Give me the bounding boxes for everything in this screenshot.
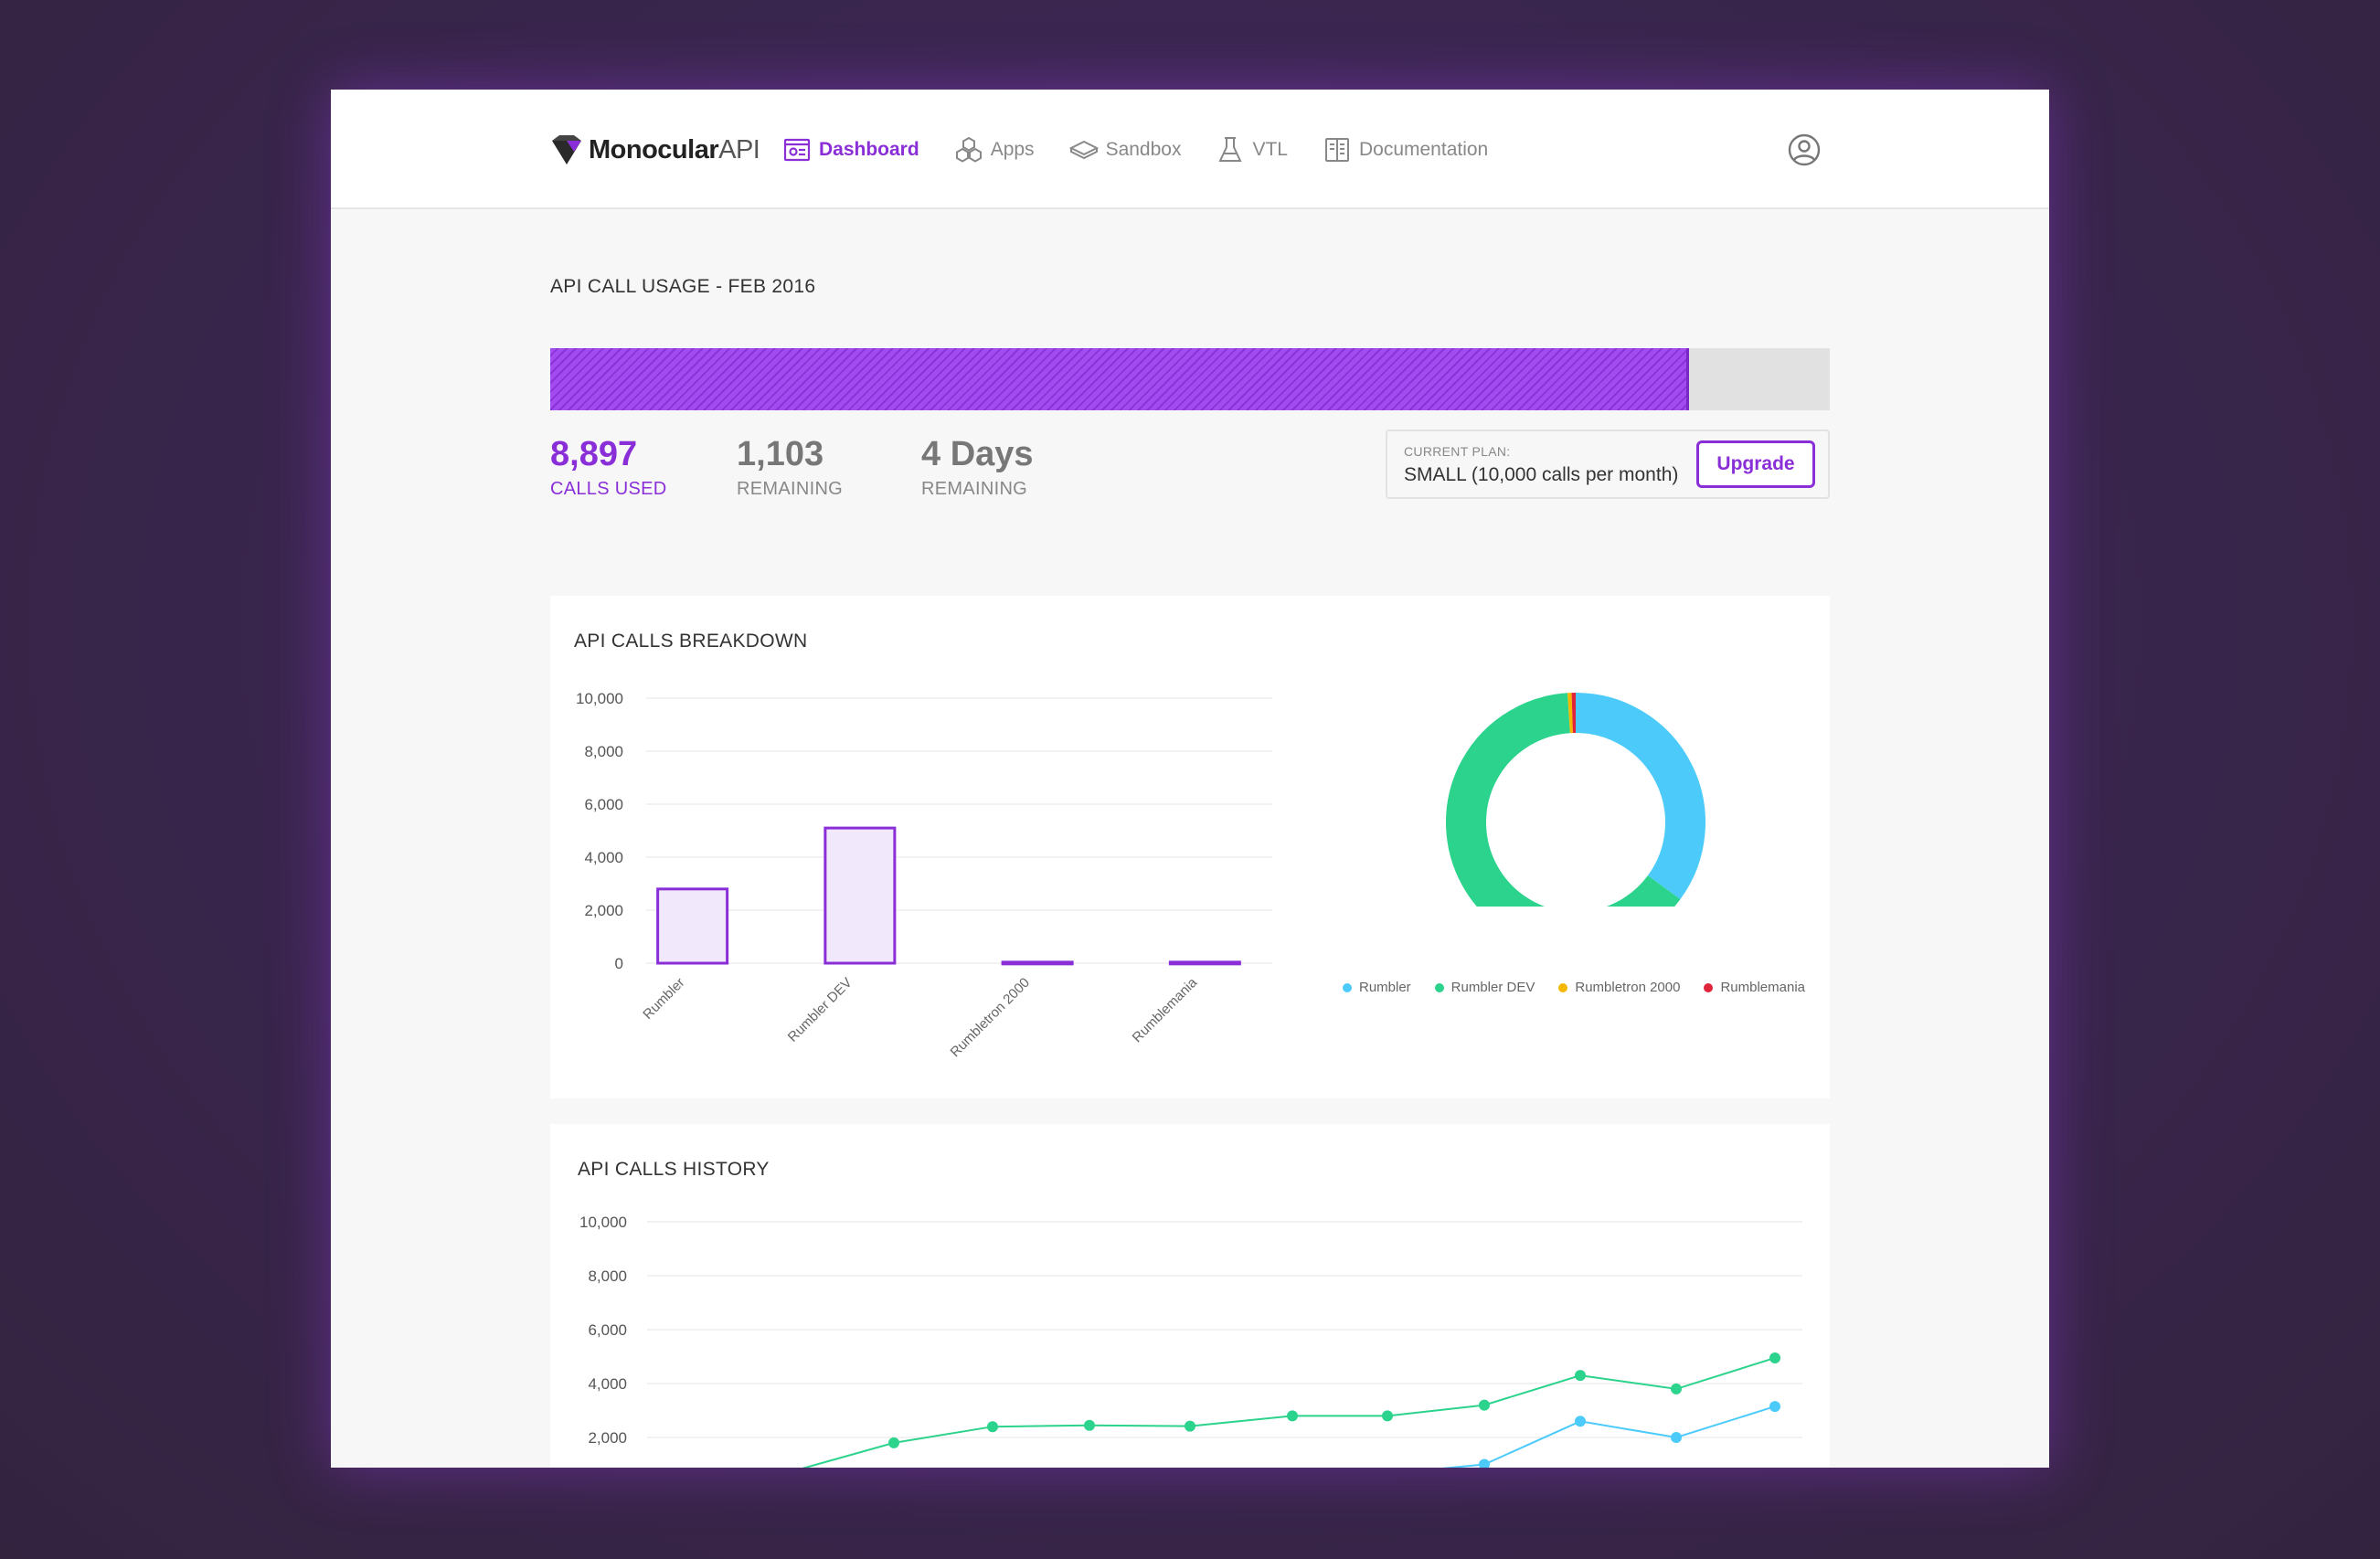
- nav-label-vtl: VTL: [1252, 139, 1288, 160]
- series-point-0: [1382, 1410, 1393, 1422]
- stat-remaining-days: 4 Days REMAINING: [921, 433, 1034, 500]
- api-calls-breakdown-card: API CALLS BREAKDOWN 0 2,000 4,000 6,000 8,00…: [550, 596, 1830, 1098]
- legend-dot: [1704, 982, 1714, 992]
- x-tick-label: Rumbletron 2000: [948, 975, 1033, 1060]
- series-point-0: [1287, 1410, 1298, 1422]
- series-point-0: [1479, 1399, 1490, 1411]
- legend-label: Rumbletron 2000: [1575, 980, 1681, 995]
- api-calls-history-card: API CALLS HISTORY 2,000 4,000 6,000 8,000 10…: [550, 1124, 1830, 1468]
- app-screen: MonocularAPI Dashboard: [331, 90, 2049, 1468]
- series-point-1: [1479, 1458, 1490, 1468]
- stat-calls-used: 8,897 CALLS USED: [550, 433, 667, 500]
- stat-calls-used-label: CALLS USED: [550, 479, 667, 499]
- breakdown-donut-chart: [1446, 693, 1705, 907]
- usage-title: API CALL USAGE - FEB 2016: [550, 276, 816, 297]
- legend-item-rumbletron-2000: Rumbletron 2000: [1558, 980, 1680, 995]
- y-tick-label: 8,000: [584, 743, 623, 760]
- legend-item-rumbler-dev: Rumbler DEV: [1434, 980, 1535, 995]
- nav-item-documentation[interactable]: Documentation: [1323, 135, 1488, 164]
- donut-slice-rumbler-dev: [1446, 693, 1681, 907]
- x-tick-label: Rumbler DEV: [785, 975, 855, 1045]
- y-tick-label: 4,000: [588, 1375, 627, 1393]
- y-tick-label: 8,000: [588, 1267, 627, 1285]
- legend-dot: [1342, 982, 1352, 992]
- nav-label-apps: Apps: [990, 139, 1035, 160]
- nav-item-apps[interactable]: Apps: [954, 135, 1035, 164]
- history-card-title: API CALLS HISTORY: [578, 1159, 770, 1180]
- series-point-0: [1084, 1419, 1095, 1431]
- stat-calls-used-value: 8,897: [550, 435, 638, 473]
- user-circle-icon[interactable]: [1786, 132, 1822, 168]
- x-tick-label: Rumbler: [640, 975, 687, 1023]
- apps-cubes-icon: [955, 136, 982, 163]
- y-tick-label: 6,000: [588, 1321, 627, 1339]
- stat-remaining-calls-value: 1,103: [737, 435, 824, 473]
- y-tick-label: 2,000: [584, 902, 623, 919]
- series-point-0: [1671, 1383, 1682, 1395]
- series-point-0: [987, 1421, 998, 1433]
- series-point-1: [1769, 1401, 1780, 1413]
- stat-remaining-days-label: REMAINING: [921, 479, 1028, 499]
- legend-item-rumblemania: Rumblemania: [1704, 980, 1805, 995]
- sandbox-layers-icon: [1068, 140, 1099, 160]
- nav-label-sandbox: Sandbox: [1105, 139, 1182, 160]
- breakdown-card-title: API CALLS BREAKDOWN: [574, 631, 808, 652]
- y-tick-label: 6,000: [584, 796, 623, 813]
- bar-rumbler-dev: [823, 826, 897, 965]
- bar-rumbler: [656, 887, 729, 965]
- legend-item-rumbler: Rumbler: [1342, 980, 1411, 995]
- y-tick-label: 4,000: [584, 849, 623, 866]
- stat-remaining-calls: 1,103 REMAINING: [737, 433, 843, 500]
- usage-progress-bar: [550, 348, 1830, 410]
- legend-label: Rumbler DEV: [1450, 980, 1535, 995]
- current-plan-value: SMALL (10,000 calls per month): [1404, 464, 1679, 485]
- logo-text: MonocularAPI: [589, 135, 760, 165]
- legend-label: Rumblemania: [1720, 980, 1805, 995]
- breakdown-bar-chart: 0 2,000 4,000 6,000 8,000 10,000 Rumbler Rumble…: [576, 690, 1272, 1060]
- documentation-icon: [1324, 138, 1349, 162]
- nav-label-dashboard: Dashboard: [819, 139, 919, 160]
- logo[interactable]: MonocularAPI: [550, 133, 760, 166]
- series-point-0: [1575, 1370, 1586, 1382]
- series-point-0: [1185, 1420, 1195, 1432]
- legend-label: Rumbler: [1358, 980, 1411, 995]
- series-point-0: [1769, 1352, 1780, 1363]
- series-line-0: [802, 1357, 1776, 1468]
- nav-item-vtl[interactable]: VTL: [1216, 135, 1288, 164]
- nav-label-documentation: Documentation: [1358, 139, 1489, 160]
- usage-progress-fill: [550, 348, 1689, 410]
- series-point-1: [1671, 1432, 1682, 1443]
- main-nav: Dashboard Apps Sandbox: [782, 133, 1523, 166]
- current-plan-box: CURRENT PLAN: SMALL (10,000 calls per mo…: [1386, 430, 1830, 499]
- legend-dot: [1434, 982, 1444, 992]
- donut-legend: Rumbler Rumbler DEV Rumbletron 2000 Rumblem…: [1327, 980, 1821, 995]
- top-navigation-bar: MonocularAPI Dashboard: [331, 90, 2049, 209]
- current-plan-caption: CURRENT PLAN:: [1404, 444, 1511, 459]
- y-tick-label: 10,000: [579, 1214, 627, 1231]
- x-tick-label: Rumblemania: [1130, 974, 1201, 1045]
- stat-remaining-days-value: 4 Days: [921, 435, 1034, 473]
- y-tick-label: 2,000: [588, 1429, 627, 1447]
- history-line-chart: 2,000 4,000 6,000 8,000 10,000: [579, 1214, 1802, 1468]
- legend-dot: [1558, 982, 1568, 992]
- stat-remaining-calls-label: REMAINING: [737, 479, 844, 499]
- upgrade-button[interactable]: Upgrade: [1696, 440, 1815, 488]
- bar-rumbletron-2000: [1001, 960, 1074, 966]
- bar-rumblemania: [1168, 960, 1241, 966]
- donut-slice-rumbler: [1575, 693, 1705, 900]
- series-point-0: [888, 1437, 899, 1448]
- dashboard-icon: [783, 138, 811, 162]
- logo-text-light: API: [718, 134, 760, 164]
- nav-item-dashboard[interactable]: Dashboard: [782, 135, 919, 164]
- diamond-logo-icon: [552, 135, 581, 164]
- series-point-1: [1575, 1416, 1586, 1427]
- y-tick-label: 0: [615, 955, 623, 972]
- flask-icon: [1218, 137, 1243, 162]
- nav-item-sandbox[interactable]: Sandbox: [1068, 135, 1182, 164]
- y-tick-label: 10,000: [576, 690, 623, 707]
- logo-text-bold: Monocular: [589, 134, 719, 164]
